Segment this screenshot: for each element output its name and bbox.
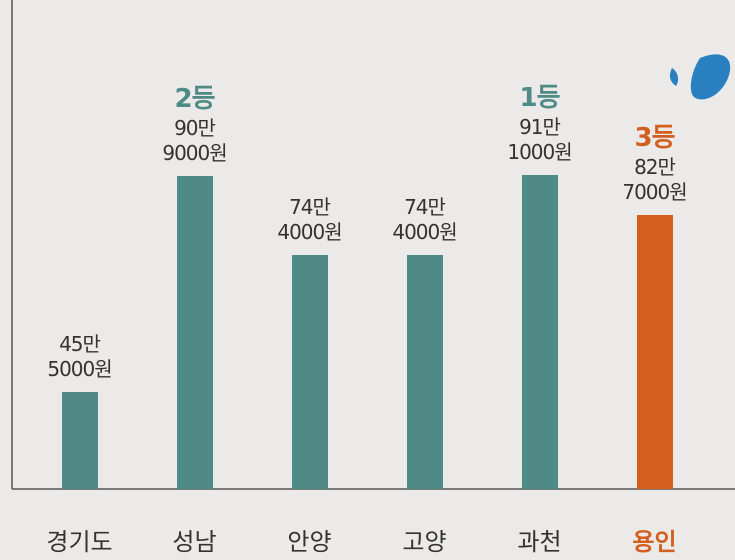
bar [407,255,443,489]
bar [522,175,558,489]
x-tick-label: 용인 [595,522,715,557]
x-tick-label: 안양 [250,522,370,557]
value-label: 45만 5000원 [20,332,140,382]
page: {"chart_data": {"type": "bar", "categori… [0,0,735,560]
rank-label: 2등 [135,78,255,115]
bar [637,215,673,489]
chart: 45만 5000원경기도 90만 9000원2등성남 74만 4000원안양 74만 … [0,0,735,560]
bar [292,255,328,489]
value-label: 74만 4000원 [250,195,370,245]
rank-label: 1등 [480,77,600,114]
drop-icon [691,54,730,99]
axes [0,0,735,560]
x-tick-label: 성남 [135,522,255,557]
x-tick-label: 과천 [480,522,600,557]
value-label: 90만 9000원 [135,116,255,166]
value-label: 74만 4000원 [365,195,485,245]
bar [177,176,213,489]
x-tick-label: 고양 [365,522,485,557]
x-tick-label: 경기도 [20,522,140,557]
value-label: 91만 1000원 [480,115,600,165]
drop-icon [670,68,678,86]
rank-label: 3등 [595,117,715,154]
value-label: 82만 7000원 [595,155,715,205]
bar [62,392,98,489]
